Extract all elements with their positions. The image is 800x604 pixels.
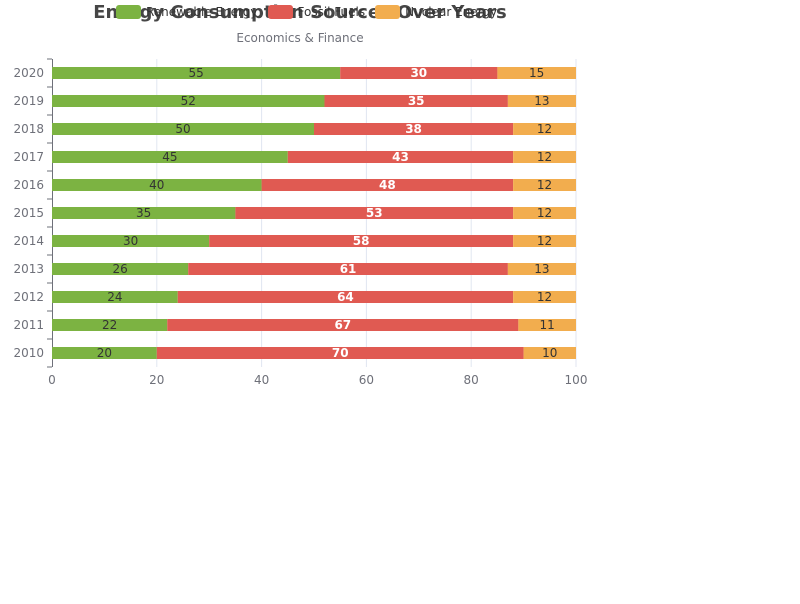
bar-segment xyxy=(513,291,576,303)
data-label: 12 xyxy=(537,150,552,164)
y-axis-label: 2018 xyxy=(13,122,44,136)
bar-segment xyxy=(497,67,576,79)
data-label: 20 xyxy=(97,346,112,360)
legend-label-fossil: Fossil Fuels xyxy=(297,5,366,19)
data-label: 58 xyxy=(353,234,370,248)
data-label: 10 xyxy=(542,346,557,360)
data-label: 13 xyxy=(534,94,549,108)
bar-segment xyxy=(52,319,168,331)
bar-segment xyxy=(177,291,514,303)
data-label: 24 xyxy=(107,290,122,304)
data-label: 67 xyxy=(334,318,351,332)
bar-segment xyxy=(324,95,508,107)
bar-segment xyxy=(314,123,514,135)
data-label: 38 xyxy=(405,122,422,136)
data-label: 12 xyxy=(537,206,552,220)
data-label: 22 xyxy=(102,318,117,332)
y-axis-label: 2010 xyxy=(13,346,44,360)
x-axis-label: 20 xyxy=(149,373,164,387)
data-label: 12 xyxy=(537,290,552,304)
bar-segment xyxy=(52,95,325,107)
data-label: 35 xyxy=(408,94,425,108)
bar-segment xyxy=(523,347,576,359)
bar-segment xyxy=(167,319,519,331)
y-axis-label: 2019 xyxy=(13,94,44,108)
bar-segment xyxy=(209,235,514,247)
legend-item-renewable[interactable]: Renewable Energy xyxy=(116,5,258,19)
data-label: 26 xyxy=(112,262,127,276)
chart-title: Energy Consumption Sources Over Years xyxy=(93,2,507,23)
data-label: 48 xyxy=(379,178,396,192)
bar-segment xyxy=(52,67,341,79)
bar-segment xyxy=(52,207,236,219)
y-axis-label: 2012 xyxy=(13,290,44,304)
bar-segment xyxy=(507,263,576,275)
legend-swatch-renewable xyxy=(116,5,141,19)
data-label: 11 xyxy=(540,318,555,332)
chart-subtitle: Economics & Finance xyxy=(236,31,364,45)
bar-segment xyxy=(52,151,288,163)
legend-item-nuclear[interactable]: Nuclear Energy xyxy=(375,5,497,19)
y-axis-label: 2015 xyxy=(13,206,44,220)
bar-segment xyxy=(513,207,576,219)
bar-segment xyxy=(52,123,314,135)
legend-item-fossil[interactable]: Fossil Fuels xyxy=(267,5,366,19)
data-label: 12 xyxy=(537,122,552,136)
data-label: 64 xyxy=(337,290,354,304)
bar-segment xyxy=(52,179,262,191)
data-label: 70 xyxy=(332,346,349,360)
x-axis-label: 40 xyxy=(254,373,269,387)
data-label: 45 xyxy=(162,150,177,164)
data-label: 61 xyxy=(340,262,357,276)
data-label: 12 xyxy=(537,178,552,192)
legend-swatch-nuclear xyxy=(375,5,401,19)
legend-label-nuclear: Nuclear Energy xyxy=(405,5,498,19)
bar-segment xyxy=(235,207,514,219)
legend-swatch-fossil xyxy=(267,5,293,19)
bar-segment xyxy=(513,179,576,191)
data-label: 15 xyxy=(529,66,544,80)
y-axis-label: 2011 xyxy=(13,318,44,332)
data-label: 30 xyxy=(123,234,138,248)
bar-segment xyxy=(507,95,576,107)
data-label: 43 xyxy=(392,150,409,164)
bar-segment xyxy=(513,123,576,135)
bar-segment xyxy=(261,179,514,191)
bar-segment xyxy=(156,347,524,359)
data-label: 55 xyxy=(188,66,203,80)
y-axis-label: 2017 xyxy=(13,150,44,164)
y-axis-label: 2020 xyxy=(13,66,44,80)
y-axis-label: 2013 xyxy=(13,262,44,276)
bar-segment xyxy=(287,151,514,163)
y-axis-label: 2014 xyxy=(13,234,44,248)
data-label: 40 xyxy=(149,178,164,192)
x-axis-label: 100 xyxy=(565,373,588,387)
bar-segment xyxy=(52,347,157,359)
data-label: 13 xyxy=(534,262,549,276)
bar-segment xyxy=(518,319,576,331)
chart-legend: Renewable Energy Fossil Fuels Nuclear En… xyxy=(116,5,497,19)
data-label: 12 xyxy=(537,234,552,248)
x-axis-label: 0 xyxy=(48,373,56,387)
bar-segment xyxy=(52,263,189,275)
bar-segment xyxy=(188,263,508,275)
bar-segment xyxy=(52,291,178,303)
data-label: 30 xyxy=(410,66,427,80)
data-label: 53 xyxy=(366,206,383,220)
data-label: 52 xyxy=(181,94,196,108)
data-label: 35 xyxy=(136,206,151,220)
bar-segment xyxy=(52,235,210,247)
bar-segment xyxy=(513,151,576,163)
bar-segment xyxy=(513,235,576,247)
bar-segment xyxy=(340,67,498,79)
data-label: 50 xyxy=(175,122,190,136)
legend-label-renewable: Renewable Energy xyxy=(146,5,258,19)
x-axis-label: 80 xyxy=(464,373,479,387)
x-axis-label: 60 xyxy=(359,373,374,387)
y-axis-label: 2016 xyxy=(13,178,44,192)
